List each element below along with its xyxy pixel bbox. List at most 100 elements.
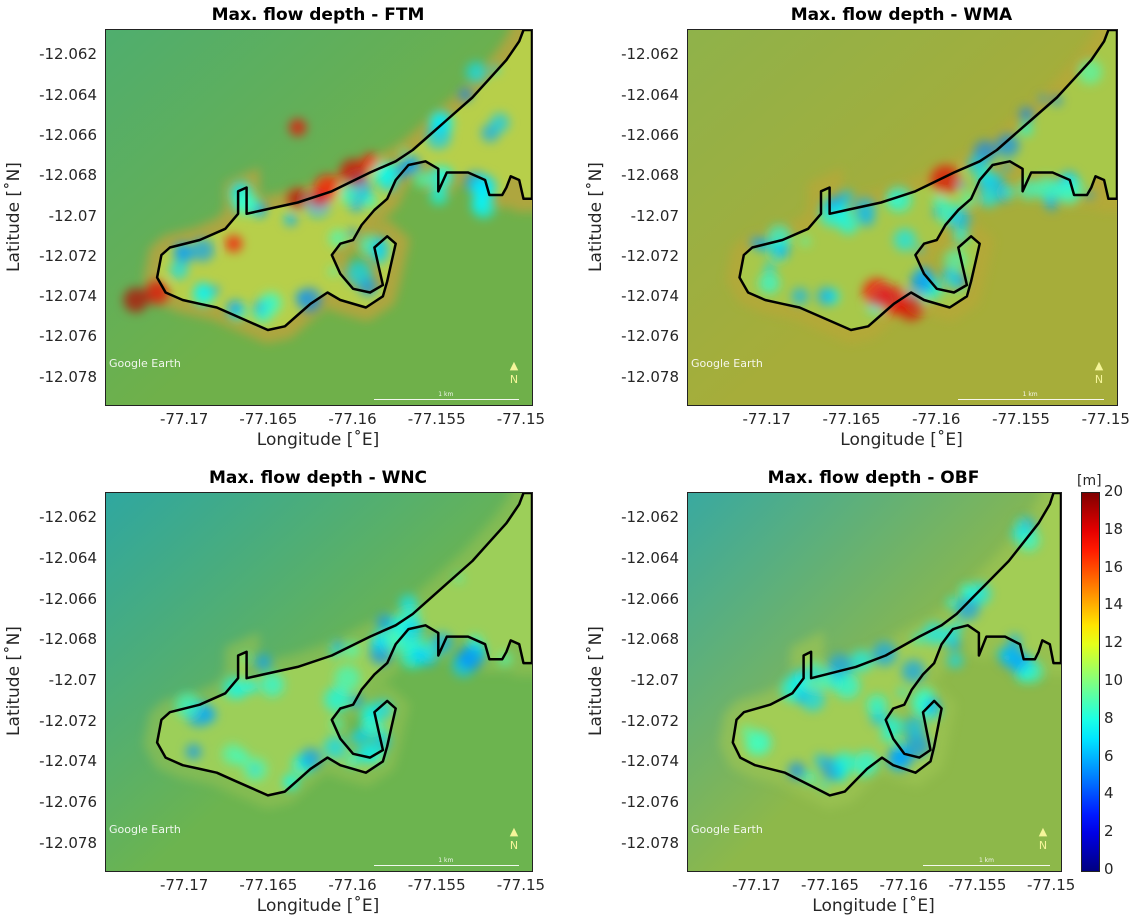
y-tick-label: -12.062 (39, 508, 97, 527)
x-tick-label: -77.155 (407, 410, 466, 428)
panel-title: Max. flow depth - WNC (208, 468, 428, 488)
y-tick-label: -12.078 (39, 833, 97, 852)
x-tick-label: -77.155 (992, 410, 1050, 428)
north-arrow-icon: ▲ (509, 825, 519, 838)
north-arrow-icon: ▲ (509, 359, 519, 372)
y-tick-label: -12.066 (621, 125, 679, 144)
y-tick-label: -12.07 (48, 206, 97, 225)
colorbar-tick-label: 6 (1104, 746, 1114, 765)
google-earth-watermark: Google Earth (109, 357, 181, 370)
colorbar-tick-label: 10 (1104, 671, 1124, 689)
scale-bar (374, 399, 520, 400)
y-tick-label: -12.074 (39, 287, 97, 306)
scale-bar (958, 399, 1105, 400)
imagery-credits (691, 845, 693, 851)
y-axis-label: Latitude [˚N] (4, 161, 24, 272)
x-tick-label: -77.155 (948, 876, 1007, 894)
north-label: N (509, 839, 519, 852)
y-tick-label: -12.068 (621, 630, 679, 649)
colorbar-unit: [m] (1077, 473, 1102, 489)
y-tick-label: -12.072 (39, 246, 97, 265)
colorbar (1081, 492, 1100, 872)
y-tick-label: -12.078 (621, 833, 679, 852)
x-axis-label: Longitude [˚E] (812, 896, 935, 916)
inundated-area (157, 30, 532, 330)
inundated-area (739, 30, 1117, 330)
north-label: N (1094, 373, 1104, 386)
y-axis-label: Latitude [˚N] (586, 626, 606, 736)
inundated-area (732, 493, 1061, 796)
x-tick-label: -77.17 (742, 410, 791, 428)
north-label: N (1038, 839, 1048, 852)
x-tick-label: -77.15 (1026, 876, 1076, 894)
y-tick-label: -12.066 (39, 125, 97, 144)
x-tick-label: -77.17 (159, 876, 209, 894)
x-tick-label: -77.165 (239, 410, 298, 428)
flow-depth-map (688, 493, 1061, 871)
north-label: N (509, 373, 519, 386)
x-axis-label: Longitude [˚E] (256, 896, 380, 916)
colorbar-tick-label: 18 (1104, 519, 1124, 538)
y-tick-label: -12.068 (621, 166, 679, 185)
y-tick-label: -12.062 (39, 45, 97, 64)
colorbar-tick-label: 4 (1104, 784, 1114, 803)
google-earth-watermark: Google Earth (109, 823, 181, 836)
y-tick-label: -12.074 (621, 287, 679, 306)
y-tick-label: -12.07 (630, 206, 679, 225)
x-tick-label: -77.165 (239, 876, 298, 894)
north-arrow-icon: ▲ (1094, 359, 1104, 372)
y-tick-label: -12.078 (39, 367, 97, 386)
x-tick-label: -77.15 (496, 876, 546, 894)
inundation-outline (155, 493, 532, 797)
colorbar-tick-label: 2 (1104, 822, 1114, 841)
y-tick-label: -12.066 (39, 589, 97, 608)
scale-bar-label: 1 km (978, 857, 994, 864)
x-tick-label: -77.15 (496, 410, 546, 428)
imagery-credits (109, 845, 111, 851)
x-tick-label: -77.17 (159, 410, 209, 428)
x-tick-label: -77.155 (407, 876, 466, 894)
y-tick-label: -12.064 (621, 549, 679, 568)
google-earth-watermark: Google Earth (691, 823, 763, 836)
map-plot: Google Earth 1 km ▲ N (105, 492, 533, 872)
y-tick-label: -12.078 (621, 367, 679, 386)
y-axis-label: Latitude [˚N] (4, 626, 24, 736)
y-tick-label: -12.072 (621, 711, 679, 730)
colorbar-tick-label: 14 (1104, 595, 1124, 614)
flow-depth-map (106, 30, 532, 405)
x-tick-label: -77.16 (328, 410, 377, 428)
x-axis-label: Longitude [˚E] (840, 430, 963, 450)
x-axis-label: Longitude [˚E] (256, 430, 380, 450)
scale-bar (374, 865, 520, 866)
y-tick-label: -12.076 (621, 327, 679, 346)
x-tick-label: -77.16 (328, 876, 377, 894)
inundation-outline (731, 493, 1061, 797)
x-tick-label: -77.16 (912, 410, 961, 428)
inundated-area (157, 493, 532, 796)
y-tick-label: -12.07 (630, 671, 679, 689)
x-tick-label: -77.165 (822, 410, 881, 428)
y-tick-label: -12.062 (621, 508, 679, 527)
flow-depth-map (106, 493, 532, 871)
inundation-outline (738, 30, 1117, 332)
y-tick-label: -12.062 (621, 45, 679, 64)
x-tick-label: -77.165 (801, 876, 859, 894)
y-tick-label: -12.068 (39, 630, 97, 649)
colorbar-tick-label: 0 (1104, 860, 1114, 878)
scale-bar-label: 1 km (438, 391, 454, 398)
panel-title: Max. flow depth - FTM (211, 5, 425, 25)
y-tick-label: -12.076 (39, 327, 97, 346)
colorbar-tick-label: 8 (1104, 708, 1114, 727)
x-tick-label: -77.16 (879, 876, 928, 894)
x-tick-label: -77.15 (1081, 410, 1130, 428)
panel-title: Max. flow depth - WMA (790, 5, 1013, 25)
north-arrow-icon: ▲ (1038, 825, 1048, 838)
scale-bar-label: 1 km (1022, 391, 1038, 398)
y-tick-label: -12.07 (48, 671, 97, 689)
map-plot: Google Earth 1 km ▲ N (687, 29, 1118, 406)
colorbar-tick-label: 16 (1104, 557, 1124, 576)
y-tick-label: -12.076 (39, 792, 97, 811)
y-tick-label: -12.074 (621, 752, 679, 771)
y-tick-label: -12.064 (39, 85, 97, 104)
y-tick-label: -12.072 (621, 246, 679, 265)
